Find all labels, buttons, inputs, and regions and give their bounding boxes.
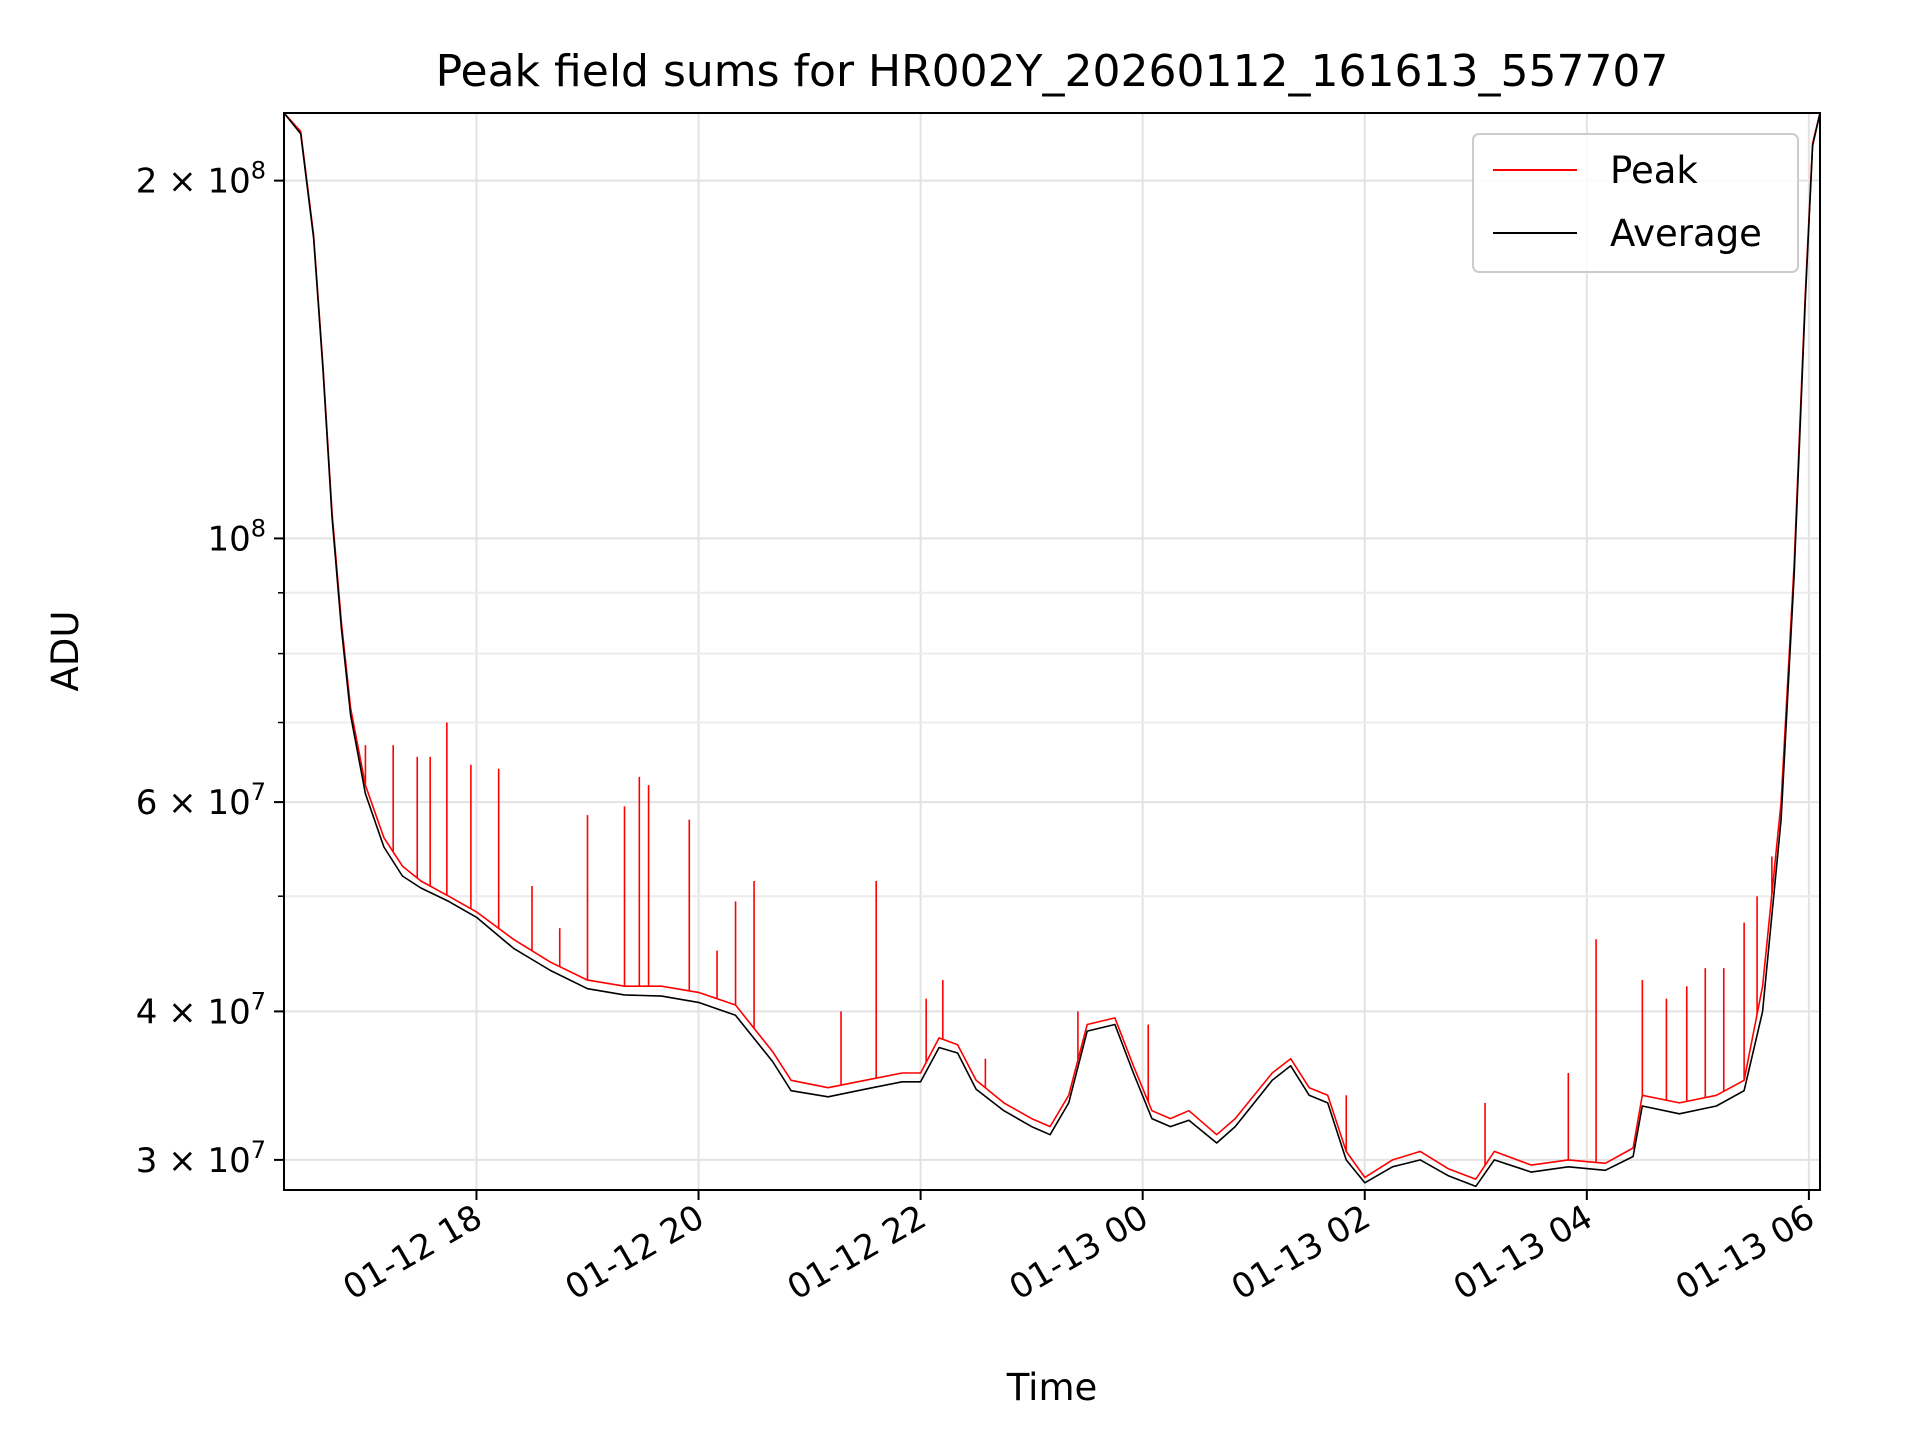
series-line-peak	[284, 113, 1820, 1180]
y-tick-label: 2 × 108	[136, 157, 266, 202]
y-axis-label: ADU	[44, 611, 87, 692]
x-axis-label: Time	[1006, 1366, 1098, 1409]
y-tick-label: 108	[207, 514, 266, 559]
plot-frame	[283, 112, 1821, 1191]
y-tick-label: 4 × 107	[136, 987, 266, 1032]
y-tick-label: 3 × 107	[136, 1136, 266, 1181]
legend: Peak Average	[1472, 133, 1799, 273]
series-line-average	[284, 113, 1820, 1188]
series-layer	[284, 113, 1820, 1188]
legend-average-label: Average	[1610, 212, 1762, 255]
chart-title: Peak field sums for HR002Y_20260112_1616…	[436, 46, 1669, 97]
grid-layer	[284, 113, 1820, 1190]
legend-box	[1472, 133, 1799, 273]
legend-peak-label: Peak	[1610, 149, 1698, 192]
y-tick-label: 6 × 107	[136, 778, 266, 823]
